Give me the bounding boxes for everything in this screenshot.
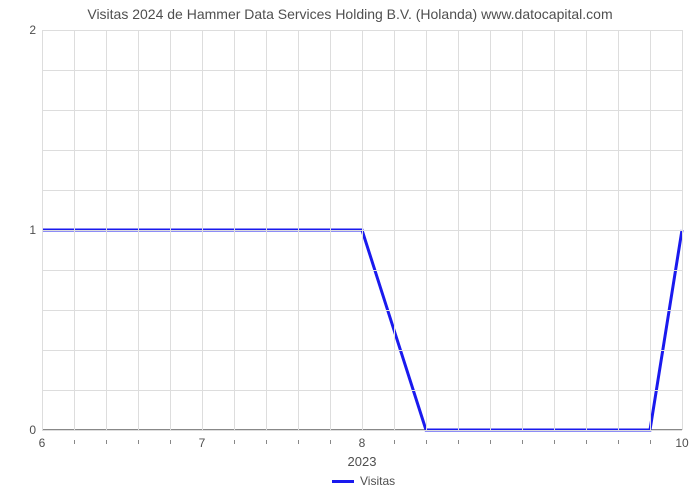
x-minor-tick (458, 440, 459, 444)
x-minor-tick (618, 440, 619, 444)
x-minor-tick (266, 440, 267, 444)
x-minor-tick (138, 440, 139, 444)
x-minor-tick (522, 440, 523, 444)
x-minor-tick (394, 440, 395, 444)
x-tick-label: 8 (359, 436, 366, 450)
x-tick-label: 10 (675, 436, 688, 450)
x-minor-tick (330, 440, 331, 444)
x-minor-tick (554, 440, 555, 444)
x-minor-tick (586, 440, 587, 444)
grid-line-horizontal (42, 350, 682, 351)
grid-line-horizontal (42, 110, 682, 111)
grid-line-vertical (682, 30, 683, 430)
x-tick-label: 7 (199, 436, 206, 450)
legend-swatch (332, 480, 354, 483)
grid-line-horizontal (42, 270, 682, 271)
y-tick-label: 0 (22, 423, 36, 437)
grid-line-horizontal (42, 70, 682, 71)
x-minor-tick (106, 440, 107, 444)
x-axis-title: 2023 (348, 454, 377, 469)
grid-line-horizontal (42, 230, 682, 231)
grid-line-horizontal (42, 390, 682, 391)
grid-line-horizontal (42, 310, 682, 311)
x-minor-tick (74, 440, 75, 444)
x-minor-tick (170, 440, 171, 444)
x-tick-label: 6 (39, 436, 46, 450)
grid-line-horizontal (42, 430, 682, 431)
y-tick-label: 1 (22, 223, 36, 237)
x-minor-tick (490, 440, 491, 444)
grid-line-horizontal (42, 150, 682, 151)
x-minor-tick (426, 440, 427, 444)
legend-label: Visitas (360, 474, 395, 488)
x-minor-tick (298, 440, 299, 444)
x-minor-tick (650, 440, 651, 444)
grid-line-horizontal (42, 30, 682, 31)
y-tick-label: 2 (22, 23, 36, 37)
visits-line-chart: Visitas 2024 de Hammer Data Services Hol… (0, 0, 700, 500)
plot-area (42, 30, 682, 430)
chart-title: Visitas 2024 de Hammer Data Services Hol… (0, 6, 700, 22)
grid-line-horizontal (42, 190, 682, 191)
x-minor-tick (234, 440, 235, 444)
chart-legend: Visitas (332, 474, 395, 488)
